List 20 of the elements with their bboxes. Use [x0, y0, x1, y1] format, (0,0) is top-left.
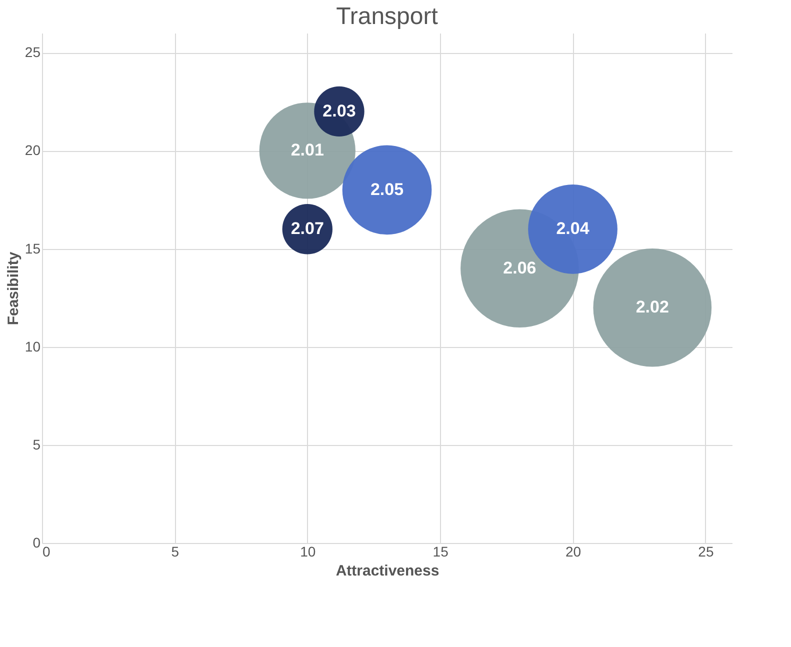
series-label: 2.03: [322, 101, 356, 120]
x-axis-title: Attractiveness: [336, 562, 440, 580]
series-label: 2.02: [636, 298, 669, 317]
series-label: 2.01: [290, 140, 324, 160]
x-tick-label: 20: [565, 544, 582, 560]
series-label: 2.04: [556, 219, 590, 238]
y-tick-label: 10: [24, 338, 41, 354]
series-label: 2.05: [370, 180, 404, 199]
y-tick-label: 5: [32, 436, 41, 452]
y-tick-label: 25: [24, 44, 41, 60]
series-label: 2.07: [290, 219, 324, 238]
y-tick-label: 20: [24, 142, 41, 158]
chart-title: Transport: [336, 3, 438, 30]
y-axis-title: Feasibility: [4, 251, 22, 326]
x-tick-label: 10: [300, 544, 316, 560]
series-label: 2.06: [503, 258, 536, 278]
x-tick-label: 25: [698, 544, 714, 560]
y-tick-label: 15: [24, 240, 41, 256]
x-tick-label: 5: [171, 544, 180, 560]
x-tick-label: 15: [432, 544, 449, 560]
